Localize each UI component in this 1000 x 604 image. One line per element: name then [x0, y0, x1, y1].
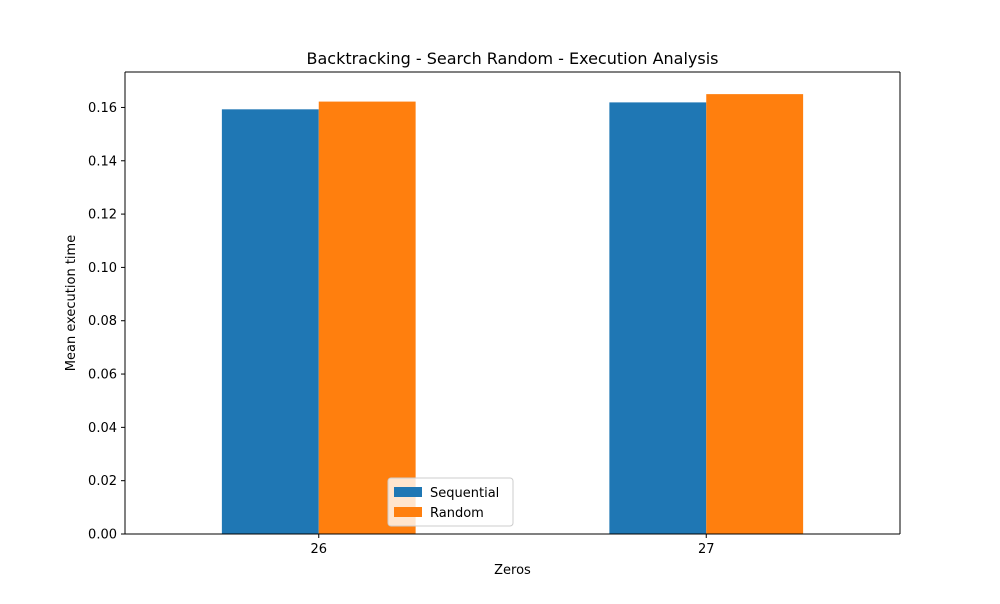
axes-group — [124, 71, 901, 535]
legend-label-random: Random — [430, 506, 484, 521]
bar-random-26 — [318, 101, 416, 534]
chart-title: Backtracking - Search Random - Execution… — [306, 49, 718, 68]
y-tick-label: 0.00 — [88, 528, 117, 543]
x-tick-label: 27 — [698, 542, 715, 557]
x-axis-ticks: 26 27 — [310, 534, 715, 557]
y-tick-label: 0.08 — [88, 314, 117, 329]
bar-sequential-27 — [609, 102, 707, 534]
x-axis-label: Zeros — [494, 563, 531, 578]
legend-swatch-sequential — [394, 487, 422, 497]
y-tick-label: 0.14 — [88, 154, 117, 169]
bars-group — [221, 94, 804, 534]
y-tick-label: 0.12 — [88, 208, 117, 223]
y-axis-ticks: 0.00 0.02 0.04 0.06 0.08 0.10 0.12 0.14 0.16 — [88, 101, 125, 543]
y-axis-label: Mean execution time — [64, 235, 79, 371]
y-tick-label: 0.16 — [88, 101, 117, 116]
y-tick-label: 0.06 — [88, 368, 117, 383]
x-tick-label: 26 — [310, 542, 327, 557]
legend-swatch-random — [394, 507, 422, 517]
bar-sequential-26 — [221, 109, 319, 534]
legend-label-sequential: Sequential — [430, 486, 499, 501]
legend: Sequential Random — [387, 477, 514, 527]
bar-random-27 — [706, 94, 804, 534]
y-tick-label: 0.02 — [88, 474, 117, 489]
y-tick-label: 0.04 — [88, 421, 117, 436]
y-tick-label: 0.10 — [88, 261, 117, 276]
